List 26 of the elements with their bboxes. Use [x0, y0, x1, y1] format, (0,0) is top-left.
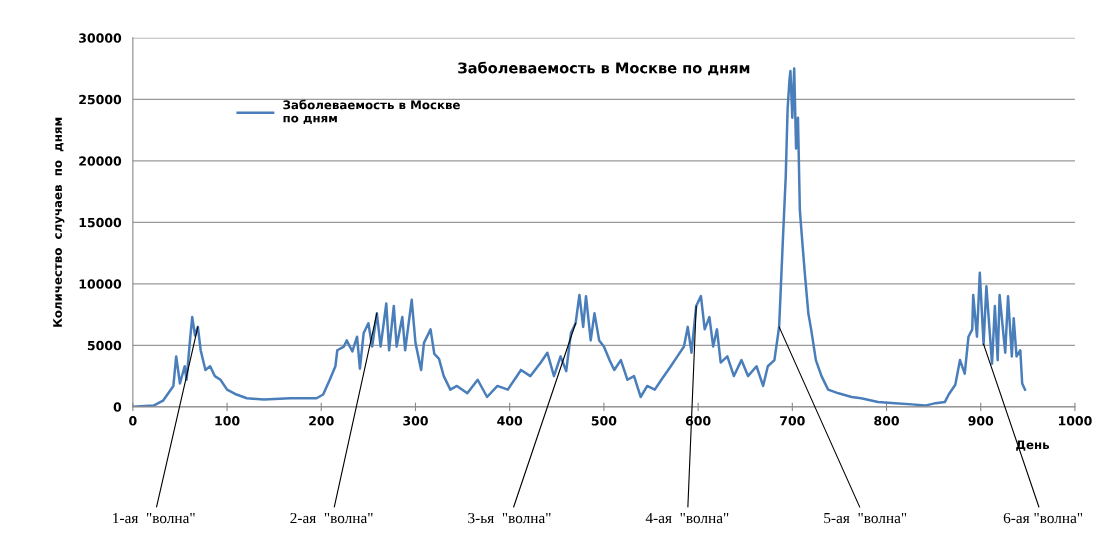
annotation: 5-ая "волна" — [824, 513, 907, 524]
legend-label: Заболеваемость в Москве по дням — [283, 99, 460, 124]
y-tick-label: 20000 — [79, 156, 122, 166]
y-tick-label: 25000 — [79, 94, 122, 105]
y-tick-label: 5000 — [87, 340, 122, 351]
annotation: 4-ая "волна" — [645, 512, 729, 524]
x-tick-label: 400 — [497, 416, 523, 426]
annotation: 3-ья "волна" — [468, 512, 551, 524]
x-tick-label: 100 — [215, 416, 240, 426]
x-tick-label: 800 — [874, 416, 899, 426]
x-tick-label: 1000 — [1058, 416, 1092, 426]
y-axis-title: Количество случаев по дням — [53, 117, 65, 327]
x-tick-label: 500 — [591, 416, 617, 426]
y-tick-label: 0 — [113, 402, 122, 412]
y-tick-label: 30000 — [79, 33, 122, 43]
y-tick-label: 15000 — [79, 217, 122, 228]
y-tick-label: 10000 — [79, 279, 122, 289]
x-tick-label: 200 — [309, 416, 334, 426]
x-tick-label: 900 — [968, 416, 994, 426]
annotation: 2-ая "волна" — [290, 512, 373, 524]
x-tick-label: 300 — [403, 416, 428, 426]
text: Заболеваемость в Москве по дням — [458, 61, 750, 76]
x-tick-label: 0 — [129, 416, 137, 426]
x-tick-label: 700 — [780, 416, 805, 426]
annotation: 1-ая "волна" — [113, 512, 195, 524]
annotation: 6-ая "волна" — [1003, 512, 1083, 524]
